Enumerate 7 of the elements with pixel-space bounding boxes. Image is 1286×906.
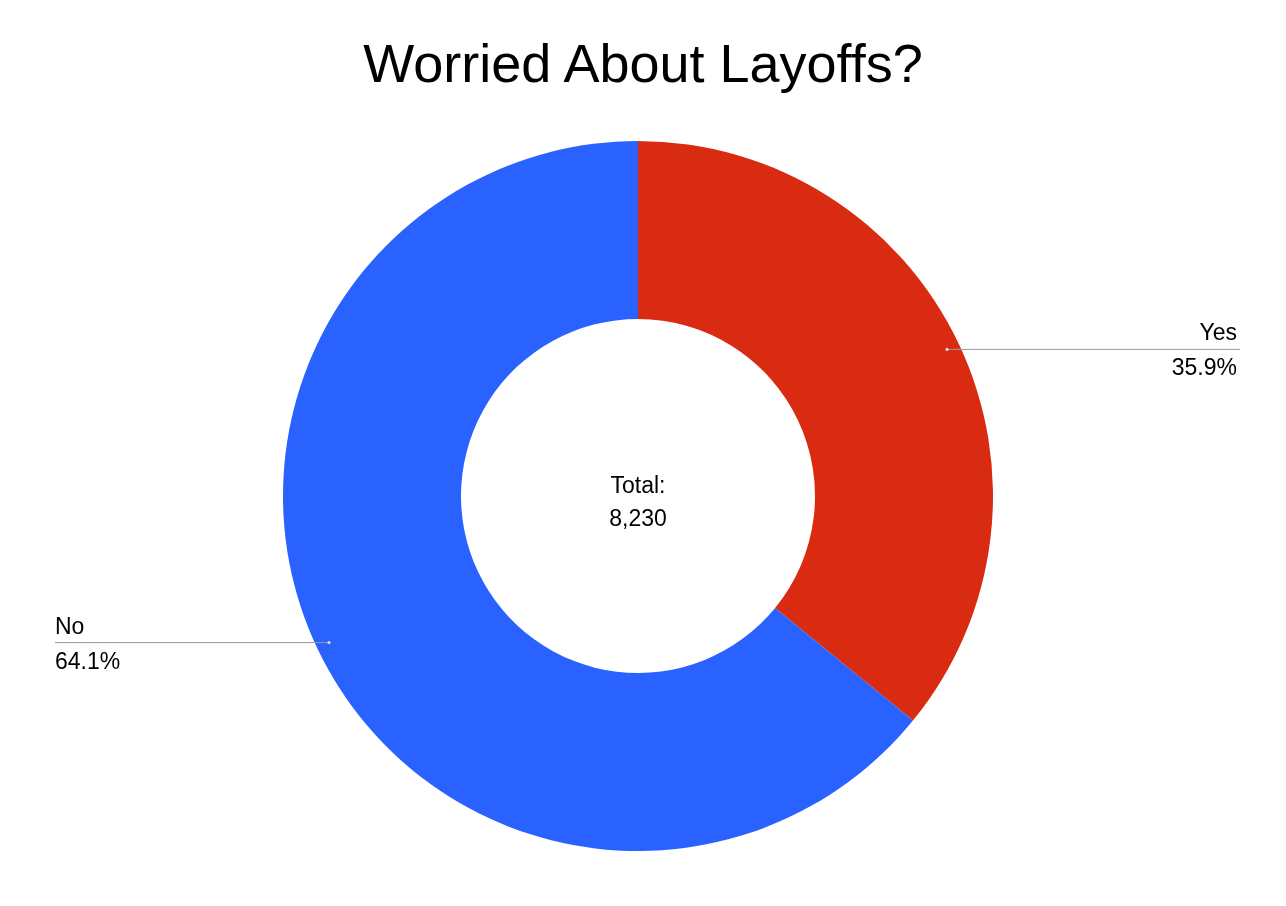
data-label: 64.1% (55, 647, 121, 674)
chart-title: Worried About Layoffs? (363, 33, 923, 93)
data-label: 35.9% (1171, 354, 1237, 381)
slice-label: No (55, 612, 85, 639)
donut-slice (283, 141, 913, 851)
slice-label: Yes (1199, 319, 1237, 346)
text: Total: 8,230 (609, 472, 667, 531)
